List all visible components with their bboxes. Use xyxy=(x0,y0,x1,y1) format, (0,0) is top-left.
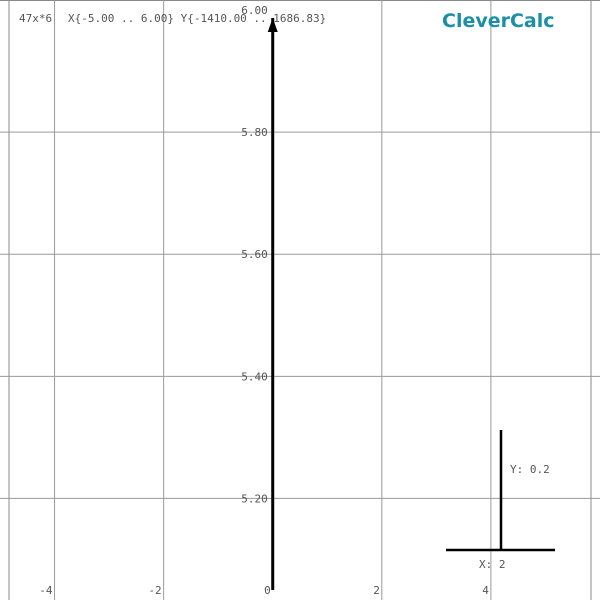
x-tick-label: 0 xyxy=(264,584,271,597)
series-arrow-head xyxy=(267,18,278,32)
range-label: X{-5.00 .. 6.00} Y{-1410.00 .. 1686.83} xyxy=(68,12,326,25)
x-axis-ticks: -4 -2 0 2 4 xyxy=(39,584,489,597)
y-axis-ticks: 5.20 5.40 5.60 5.80 6.00 xyxy=(241,4,268,505)
scale-x-label: X: 2 xyxy=(479,558,506,571)
scale-y-label: Y: 0.2 xyxy=(510,463,550,476)
x-tick-label: -2 xyxy=(148,584,161,597)
y-tick-label: 5.80 xyxy=(241,126,268,139)
function-label: 47x*6 xyxy=(19,12,52,25)
y-tick-label: 5.60 xyxy=(241,248,268,261)
scale-indicator: Y: 0.2 X: 2 xyxy=(446,430,555,571)
y-tick-label: 5.40 xyxy=(241,370,268,383)
x-tick-label: -4 xyxy=(39,584,53,597)
y-tick-label: 6.00 xyxy=(241,4,268,17)
series-layer xyxy=(267,18,278,590)
app-logo: CleverCalc xyxy=(442,10,555,32)
x-tick-label: 4 xyxy=(482,584,489,597)
x-tick-label: 2 xyxy=(373,584,380,597)
y-tick-label: 5.20 xyxy=(241,492,268,505)
